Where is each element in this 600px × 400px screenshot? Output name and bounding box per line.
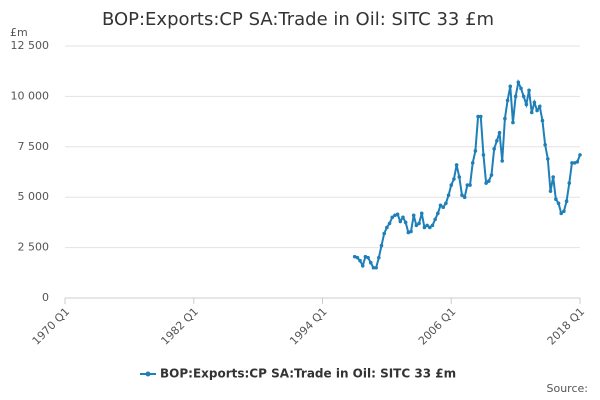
point bbox=[527, 88, 531, 93]
point bbox=[564, 199, 569, 204]
point bbox=[425, 223, 429, 228]
point bbox=[516, 80, 521, 85]
point bbox=[460, 193, 464, 197]
point bbox=[465, 183, 470, 187]
point bbox=[489, 173, 494, 177]
point bbox=[562, 209, 566, 214]
point bbox=[546, 157, 550, 161]
y-tick-label: 10 000 bbox=[11, 89, 50, 102]
point bbox=[366, 255, 370, 260]
point bbox=[446, 193, 451, 197]
legend-label: BOP:Exports:CP SA:Trade in Oil: SITC 33 … bbox=[160, 367, 456, 381]
y-tick-label: 12 500 bbox=[11, 39, 50, 52]
point bbox=[532, 100, 537, 105]
point bbox=[543, 142, 547, 147]
point bbox=[371, 265, 376, 270]
point bbox=[476, 114, 480, 119]
point bbox=[519, 86, 523, 91]
point bbox=[457, 175, 462, 179]
y-tick-label: 2 500 bbox=[18, 241, 50, 254]
point bbox=[495, 138, 499, 143]
point bbox=[492, 147, 496, 151]
point bbox=[355, 255, 360, 260]
point bbox=[414, 223, 419, 228]
point bbox=[505, 98, 510, 103]
line bbox=[354, 78, 581, 269]
point bbox=[436, 211, 440, 216]
point bbox=[411, 213, 416, 218]
point bbox=[551, 175, 555, 179]
y-tick-label: 5 000 bbox=[18, 190, 50, 203]
point bbox=[556, 201, 561, 206]
point bbox=[500, 159, 505, 163]
point bbox=[417, 221, 421, 226]
point bbox=[368, 260, 373, 265]
point bbox=[570, 161, 574, 165]
point bbox=[409, 229, 413, 234]
point bbox=[535, 108, 539, 113]
point bbox=[382, 231, 386, 236]
point bbox=[521, 94, 526, 99]
point bbox=[433, 217, 437, 222]
point bbox=[484, 181, 488, 185]
point bbox=[478, 114, 483, 119]
point bbox=[403, 220, 408, 225]
point bbox=[529, 110, 534, 115]
point bbox=[390, 215, 395, 220]
point bbox=[398, 219, 403, 224]
point bbox=[508, 84, 513, 89]
x-tick-label: 1970 Q1 bbox=[30, 305, 73, 348]
point bbox=[452, 177, 456, 181]
point bbox=[441, 205, 446, 210]
chart-title: BOP:Exports:CP SA:Trade in Oil: SITC 33 … bbox=[102, 9, 494, 30]
point bbox=[438, 203, 443, 208]
point bbox=[379, 243, 384, 248]
point bbox=[385, 225, 389, 230]
source: Source: bbox=[547, 382, 589, 395]
point bbox=[449, 183, 454, 187]
point bbox=[470, 161, 475, 165]
point bbox=[395, 212, 400, 217]
point bbox=[540, 118, 545, 123]
x-tick-label: 2006 Q1 bbox=[416, 305, 459, 348]
point bbox=[575, 160, 580, 164]
point bbox=[497, 130, 502, 135]
point bbox=[419, 211, 424, 216]
point bbox=[559, 211, 564, 216]
y-axis-label: £m bbox=[10, 26, 28, 39]
point bbox=[567, 181, 572, 185]
point bbox=[444, 201, 448, 206]
point bbox=[468, 183, 472, 187]
point bbox=[554, 197, 558, 202]
point bbox=[387, 221, 392, 226]
point bbox=[454, 163, 459, 167]
x-tick-label: 1994 Q1 bbox=[287, 305, 330, 348]
point bbox=[377, 255, 381, 260]
point bbox=[360, 263, 365, 268]
point bbox=[524, 102, 529, 107]
point bbox=[578, 153, 582, 157]
point bbox=[462, 195, 467, 199]
x-tick-label: 1982 Q1 bbox=[158, 305, 201, 348]
point bbox=[473, 149, 478, 153]
point bbox=[427, 225, 432, 230]
legend-marker bbox=[145, 371, 151, 377]
point bbox=[548, 189, 553, 193]
y-tick-label: 0 bbox=[42, 291, 49, 304]
point bbox=[503, 116, 507, 121]
point bbox=[422, 225, 427, 230]
point bbox=[487, 179, 491, 183]
point bbox=[513, 94, 518, 99]
point bbox=[401, 215, 405, 220]
point bbox=[511, 120, 515, 125]
x-tick-label: 2018 Q1 bbox=[545, 305, 588, 348]
y-tick-label: 7 500 bbox=[18, 140, 50, 153]
point bbox=[374, 265, 378, 270]
point bbox=[537, 104, 542, 109]
point bbox=[358, 258, 362, 263]
point bbox=[430, 223, 435, 228]
point bbox=[481, 153, 486, 157]
